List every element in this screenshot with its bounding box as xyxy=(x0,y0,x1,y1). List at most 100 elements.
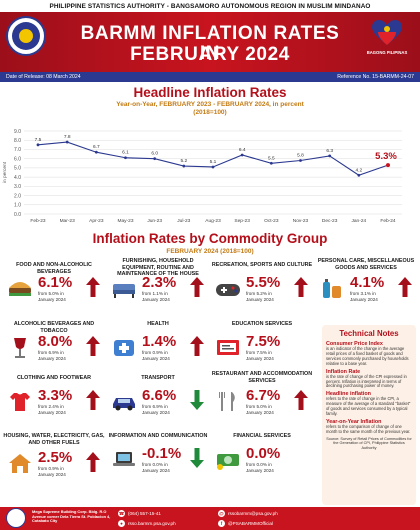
y-tick-label: 4.0 xyxy=(14,175,21,181)
money-icon xyxy=(214,447,242,471)
y-tick-label: 0.0 xyxy=(14,212,21,218)
footer-facebook[interactable]: f @PSABARMMOfficial xyxy=(218,520,273,527)
notes-cpi-title: Consumer Price Index xyxy=(326,341,383,347)
commodity-restaurant: RESTAURANT AND ACCOMMODATION SERVICES 6.7… xyxy=(210,371,314,421)
right-logo-caption: BAGONG PILIPINAS xyxy=(366,50,408,55)
headline-inflation-chart: 0.0 1.0 2.0 3.0 4.0 5.0 6.0 7.0 8.0 9.0 in percent… xyxy=(2,129,402,224)
commodity-name: ALCOHOLIC BEVERAGES AND TOBACCO xyxy=(13,321,95,334)
x-tick-label: Nov-23 xyxy=(293,218,309,224)
email-icon: @ xyxy=(218,510,225,517)
commodity-health: HEALTH 1.4% from 0.9% in January 2024 xyxy=(106,321,210,371)
data-point xyxy=(36,143,40,147)
y-tick-label: 6.0 xyxy=(14,156,21,162)
arrow-up-icon xyxy=(190,277,204,297)
commodity-rate: 6.1% xyxy=(38,274,73,291)
x-tick-label: Mar-23 xyxy=(60,218,76,224)
arrow-up-icon xyxy=(398,277,412,297)
y-tick-label: 2.0 xyxy=(14,193,21,199)
commodity-education: EDUCATION SERVICES 7.5% from 7.5% in Janua… xyxy=(210,321,314,371)
commodity-food: FOOD AND NON-ALCOHOLIC BEVERAGES 6.1% from… xyxy=(2,262,106,312)
health-icon xyxy=(110,335,138,359)
data-point xyxy=(94,150,98,154)
x-tick-label: Aug-23 xyxy=(205,218,221,224)
commodity-name: FINANCIAL SERVICES xyxy=(233,433,291,439)
commodity-previous-rate: from 5.2% in January 2024 xyxy=(246,291,274,302)
footer-website-text[interactable]: rsso.barmm.psa.gov.ph xyxy=(128,521,176,526)
data-label: 5.5 xyxy=(268,155,275,161)
footer-psa-logo-icon xyxy=(6,508,26,528)
laptop-icon xyxy=(110,447,138,471)
footer-email[interactable]: @ rssobarmm@psa.gov.ph xyxy=(218,510,278,517)
arrow-up-icon xyxy=(86,390,100,410)
data-point xyxy=(299,159,302,162)
furniture-icon xyxy=(110,276,138,300)
data-label: 7.8 xyxy=(64,134,71,140)
commodity-subtitle: FEBRUARY 2024 (2018=100) xyxy=(166,248,254,255)
notes-yoy-title: Year-on-Year Inflation xyxy=(326,418,382,425)
data-label: 5.3% xyxy=(375,151,397,162)
arrow-down-icon xyxy=(190,448,204,468)
commodity-rate: 3.3% xyxy=(38,387,73,404)
commodity-previous-rate: from 0.9% in January 2024 xyxy=(142,350,170,361)
notes-rate-title: Inflation Rate xyxy=(326,368,361,375)
x-tick-label: Oct-23 xyxy=(264,218,279,224)
arrow-down-icon xyxy=(190,390,204,410)
commodity-rate: 1.4% xyxy=(142,333,177,350)
header-banner: BARMM INFLATION RATES IN FEBRUARY 2024 B… xyxy=(0,12,420,72)
technical-notes: Technical Notes Consumer Price Index is … xyxy=(322,325,416,505)
commodity-name: FOOD AND NON-ALCOHOLIC BEVERAGES xyxy=(16,262,92,275)
commodity-previous-rate: from 0.9% in January 2024 xyxy=(38,466,66,477)
commodity-previous-rate: from 7.5% in January 2024 xyxy=(246,350,274,361)
footer-website[interactable]: ● rsso.barmm.psa.gov.ph xyxy=(118,520,176,527)
data-label: 5.8 xyxy=(297,153,304,159)
gamepad-icon xyxy=(214,276,242,300)
data-point xyxy=(386,163,390,168)
commodity-name: CLOTHING AND FOOTWEAR xyxy=(16,375,92,381)
data-label: 6.3 xyxy=(326,148,333,154)
y-tick-label: 1.0 xyxy=(14,203,21,209)
commodity-clothing: CLOTHING AND FOOTWEAR 3.3% from 2.4% in Ja… xyxy=(2,375,106,425)
notes-yoy-text: refers to the comparison of change of on… xyxy=(326,423,411,434)
footer: Mega Supreme Building Corp. Bldg. R.O Av… xyxy=(0,507,420,530)
facebook-icon: f xyxy=(218,520,225,527)
commodity-furniture: FURNISHING, HOUSEHOLD EQUIPMENT, ROUTINE… xyxy=(106,258,210,308)
arrow-up-icon xyxy=(86,277,100,297)
data-label: 6.7 xyxy=(93,144,100,150)
house-icon xyxy=(6,451,34,475)
notes-title: Technical Notes xyxy=(339,329,399,338)
y-tick-label: 5.0 xyxy=(14,166,21,172)
commodity-name: PERSONAL CARE, MISCELLANEOUS GOODS AND S… xyxy=(317,258,415,271)
commodity-name: FURNISHING, HOUSEHOLD EQUIPMENT, ROUTINE… xyxy=(117,258,199,278)
commodity-previous-rate: from 0.0% in January 2024 xyxy=(142,462,170,473)
page-title-line1: BARMM INFLATION RATES IN xyxy=(80,23,340,64)
commodity-previous-rate: from 6.9% in January 2024 xyxy=(142,404,170,415)
commodity-name: INFORMATION AND COMMUNICATION xyxy=(108,433,208,439)
data-label: 5.2 xyxy=(180,158,187,164)
footer-email-text[interactable]: rssobarmm@psa.gov.ph xyxy=(228,511,278,516)
footer-facebook-text[interactable]: @PSABARMMOfficial xyxy=(228,521,273,526)
data-label: 6.4 xyxy=(239,147,246,153)
commodity-name: HOUSING, WATER, ELECTRICITY, GAS, AND OT… xyxy=(3,433,105,446)
commodity-rate: 8.0% xyxy=(38,333,73,350)
notes-rate-text: is the rate of change of the CPI express… xyxy=(326,373,407,389)
education-icon xyxy=(214,335,242,359)
commodity-gamepad: RECREATION, SPORTS AND CULTURE 5.5% from 5… xyxy=(210,262,314,312)
arrow-up-icon xyxy=(294,277,308,297)
y-tick-label: 3.0 xyxy=(14,184,21,190)
x-tick-label: Feb-23 xyxy=(30,218,46,224)
commodity-previous-rate: from 5.0% in January 2024 xyxy=(246,404,274,415)
authority-strip: PHILIPPINE STATISTICS AUTHORITY - BANGSA… xyxy=(0,0,420,12)
commodity-previous-rate: from 2.4% in January 2024 xyxy=(38,404,66,415)
personal-care-icon xyxy=(318,276,346,300)
footer-address: Mega Supreme Building Corp. Bldg. R.O Av… xyxy=(32,509,111,524)
arrow-up-icon xyxy=(86,336,100,356)
data-label: 6.1 xyxy=(122,150,129,156)
footer-phone: ☎ (064) 557-15-41 xyxy=(118,510,161,517)
commodity-laptop: INFORMATION AND COMMUNICATION -0.1% from 0… xyxy=(106,433,210,483)
commodity-name: HEALTH xyxy=(147,321,169,327)
data-point xyxy=(328,154,332,158)
data-point xyxy=(240,153,244,157)
wine-icon xyxy=(6,335,34,359)
commodity-rate: 5.5% xyxy=(246,274,281,291)
commodity-rate: 0.0% xyxy=(246,445,281,462)
